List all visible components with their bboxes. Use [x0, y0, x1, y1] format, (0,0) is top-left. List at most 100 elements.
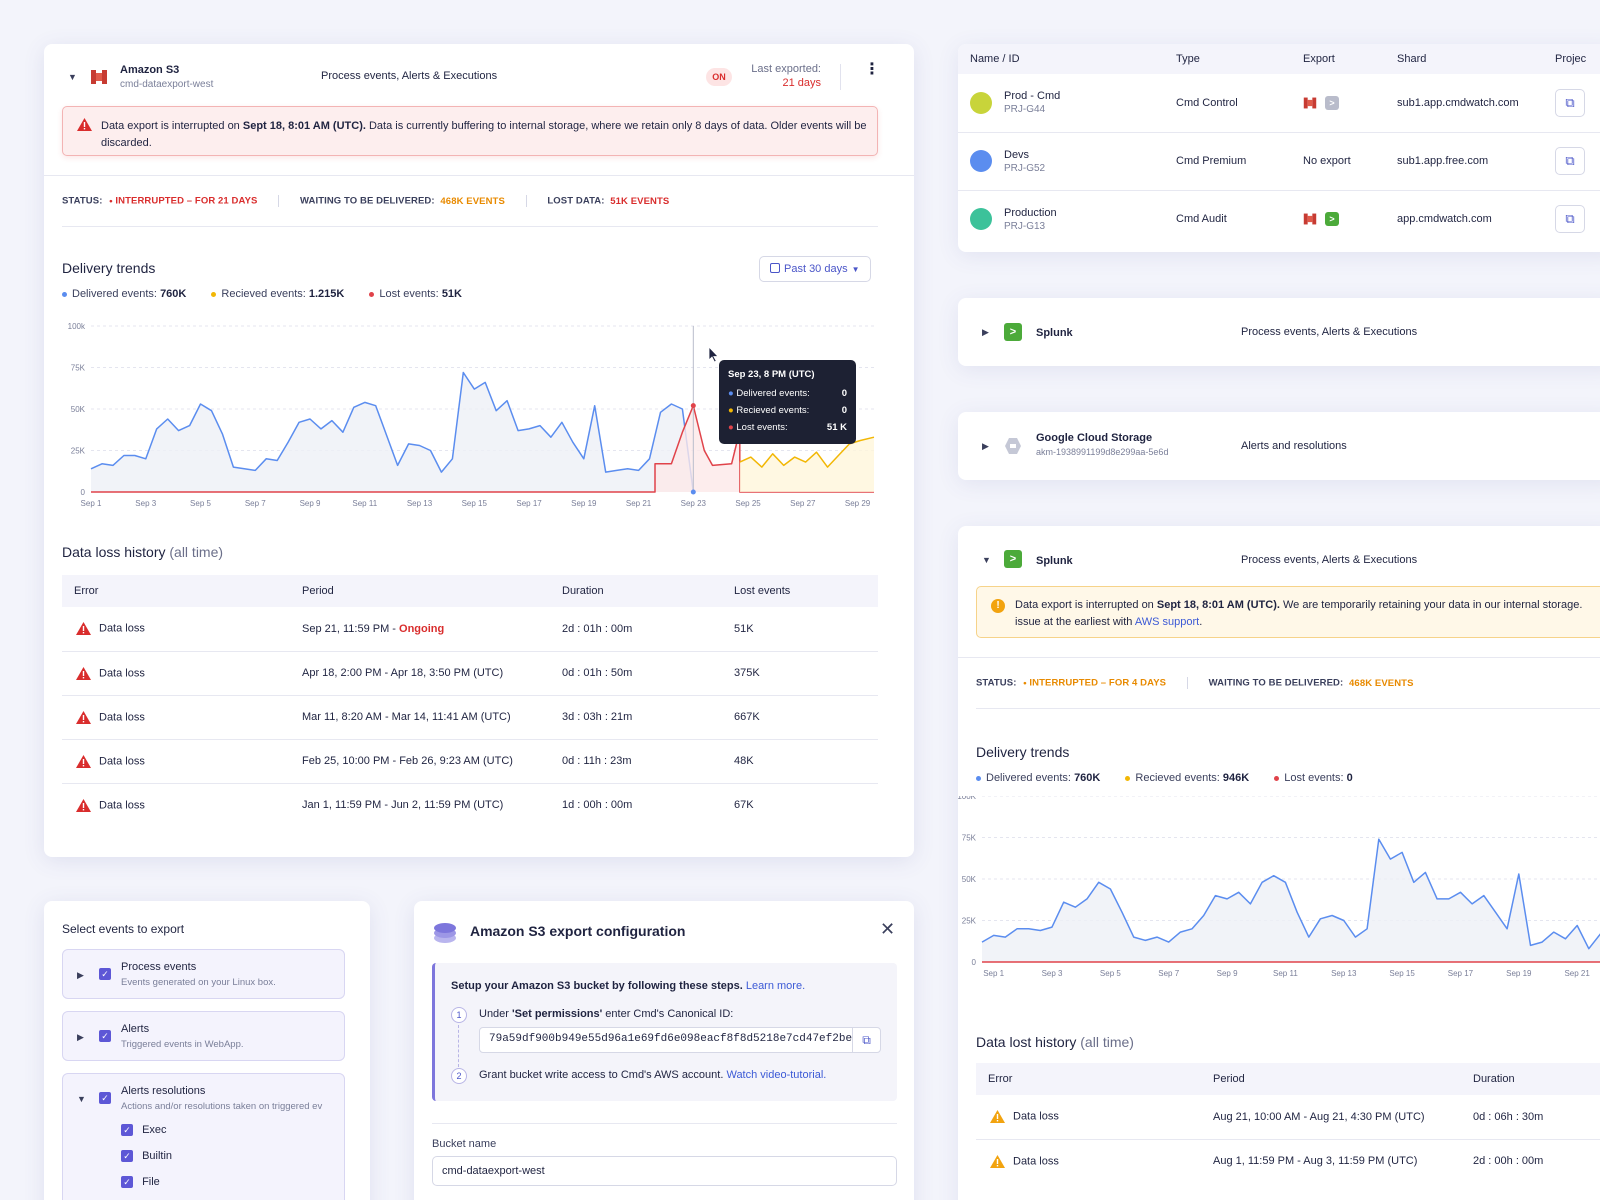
copy-icon[interactable]: ⧉ [1555, 147, 1585, 175]
y-tick-label: 25K [962, 917, 977, 926]
project-name: Production [1004, 206, 1057, 219]
google-cloud-storage-icon [1005, 438, 1021, 454]
expand-chevron-icon[interactable]: ▶ [982, 441, 989, 451]
x-tick-label: Sep 19 [571, 499, 597, 508]
project-avatar [970, 208, 992, 231]
expand-chevron-icon[interactable]: ▶ [77, 1032, 84, 1042]
info-icon: ! [991, 599, 1005, 613]
warning-triangle-icon [77, 118, 92, 131]
duration-cell: 0d : 11h : 23m [562, 739, 734, 784]
table-header-row: Error Period Duration Lost events [62, 575, 878, 607]
kebab-menu-icon[interactable]: ⋮ [864, 61, 880, 78]
expand-chevron-icon[interactable]: ▶ [77, 970, 84, 980]
step1-bold: 'Set permissions' [512, 1008, 603, 1020]
checkbox-checked-icon[interactable]: ✓ [99, 968, 111, 980]
x-tick-label: Sep 1 [81, 499, 102, 508]
step-1-text: Under 'Set permissions' enter Cmd's Cano… [479, 1008, 733, 1020]
project-id: PRJ-G52 [1004, 162, 1046, 174]
toggle-on-badge[interactable]: ON [706, 68, 732, 86]
x-tick-label: Sep 11 [352, 499, 377, 508]
copy-icon[interactable]: ⧉ [852, 1028, 880, 1052]
lost-events-cell: 67K [734, 799, 754, 812]
exported-events: Process events, Alerts & Executions [1241, 326, 1418, 338]
event-option-alerts-resolutions[interactable]: ▼ ✓ Alerts resolutions Actions and/or re… [62, 1073, 345, 1200]
checkbox-checked-icon[interactable]: ✓ [121, 1124, 133, 1137]
event-description: Events generated on your Linux box. [121, 977, 276, 988]
loss-title-suffix: (all time) [1080, 1034, 1134, 1050]
type-cell: Cmd Premium [1176, 132, 1303, 191]
period-cell: Apr 18, 2:00 PM - Apr 18, 3:50 PM (UTC) [302, 651, 562, 696]
collapse-chevron-icon[interactable]: ▼ [982, 555, 991, 565]
close-icon[interactable]: ✕ [880, 919, 896, 939]
delivery-trends-chart[interactable]: 0 25K 50K 75K 100K Sep 1 Sep 3 Sep 5 Sep 7 Sep 9 S… [958, 796, 1600, 996]
project-id: PRJ-G13 [1004, 220, 1046, 232]
date-range-dropdown[interactable]: Past 30 days ▼ [759, 256, 871, 282]
divider [976, 708, 1600, 709]
s3-config-modal: Amazon S3 export configuration ✕ Setup y… [414, 901, 914, 1200]
table-row[interactable]: Data loss Aug 21, 10:00 AM - Aug 21, 4:30… [976, 1095, 1600, 1140]
x-tick-label: Sep 13 [407, 499, 433, 508]
tooltip-value: 0 [841, 388, 847, 399]
checkbox-checked-icon[interactable]: ✓ [121, 1176, 133, 1189]
setup-instructions: Setup your Amazon S3 bucket by following… [432, 963, 897, 1101]
x-tick-label: Sep 29 [845, 499, 871, 508]
collapse-chevron-icon[interactable]: ▼ [68, 72, 77, 82]
shard-cell: sub1.app.cmdwatch.com [1397, 74, 1555, 133]
table-row[interactable]: Devs PRJ-G52 Cmd Premium No export sub1.app.… [958, 132, 1600, 191]
copy-icon[interactable]: ⧉ [1555, 88, 1585, 117]
table-header-row: Name / ID Type Export Shard Projec [958, 44, 1600, 74]
divider [1186, 677, 1188, 689]
copy-icon[interactable]: ⧉ [1555, 205, 1585, 234]
table-row[interactable]: Prod - Cmd PRJ-G44 Cmd Control > sub1.app.cm… [958, 74, 1600, 133]
table-row[interactable]: Production PRJ-G13 Cmd Audit > app.cmdwatch.… [958, 190, 1600, 248]
x-tick-label: Sep 3 [135, 499, 156, 508]
x-tick-label: Sep 15 [462, 499, 488, 508]
table-row[interactable]: Data loss Aug 1, 11:59 PM - Aug 3, 11:59 … [976, 1139, 1600, 1183]
event-option-alerts[interactable]: ▶ ✓ Alerts Triggered events in WebApp. [62, 1011, 345, 1061]
legend-lost: Lost events: 51K [369, 288, 462, 300]
data-lost-history-title: Data lost history (all time) [976, 1034, 1134, 1050]
gcs-destination-row[interactable]: ▶ Google Cloud Storage akm-1938991199d8e… [958, 412, 1600, 480]
column-header: Error [976, 1063, 1213, 1095]
error-label: Data loss [1013, 1155, 1059, 1168]
collapse-chevron-icon[interactable]: ▼ [77, 1094, 86, 1104]
aws-support-link[interactable]: AWS support [1134, 616, 1200, 628]
divider [278, 195, 280, 207]
period-cell: Aug 21, 10:00 AM - Aug 21, 4:30 PM (UTC) [1213, 1095, 1473, 1140]
delivery-trends-title: Delivery trends [62, 260, 156, 276]
x-tick-label: Sep 3 [1042, 969, 1063, 978]
checkbox-checked-icon[interactable]: ✓ [99, 1030, 111, 1042]
project-name: Devs [1004, 148, 1030, 161]
waiting-value: 468K EVENTS [1349, 677, 1414, 689]
error-label: Data loss [99, 710, 145, 723]
legend-dot [62, 291, 67, 297]
step1-rest: enter Cmd's Canonical ID: [602, 1008, 734, 1020]
error-label: Data loss [99, 799, 145, 812]
splunk-destination-row[interactable]: ▶ > Splunk Process events, Alerts & Exec… [958, 298, 1600, 366]
destination-id: akm-1938991199d8e299aa-5e6d [1036, 447, 1169, 457]
period-cell: Feb 25, 10:00 PM - Feb 26, 9:23 AM (UTC) [302, 739, 562, 784]
video-tutorial-link[interactable]: Watch video-tutorial. [726, 1069, 827, 1081]
table-row[interactable]: Data loss Mar 11, 8:20 AM - Mar 14, 11:41… [62, 695, 878, 740]
learn-more-link[interactable]: Learn more. [745, 980, 806, 992]
checkbox-checked-icon[interactable]: ✓ [99, 1092, 111, 1104]
legend-label: Recieved events: [221, 288, 306, 300]
table-row[interactable]: Data loss Jan 1, 11:59 PM - Jun 2, 11:59 … [62, 783, 878, 827]
x-tick-label: Sep 19 [1506, 969, 1532, 978]
table-row[interactable]: Data loss Apr 18, 2:00 PM - Apr 18, 3:50 … [62, 651, 878, 696]
sub-option-file[interactable]: ✓ File [121, 1176, 160, 1189]
tooltip-value: 51 K [826, 422, 847, 433]
sub-option-builtin[interactable]: ✓ Builtin [121, 1150, 172, 1163]
error-label: Data loss [1013, 1110, 1059, 1123]
chart-tooltip: Sep 23, 8 PM (UTC) ● Delivered events: 0 … [719, 360, 856, 444]
canonical-id-field[interactable]: 79a59df900b949e55d96a1e69fd6e098eacf8f8d… [479, 1027, 881, 1053]
column-header: Projec [1555, 44, 1600, 74]
expand-chevron-icon[interactable]: ▶ [982, 327, 989, 337]
event-option-process[interactable]: ▶ ✓ Process events Events generated on y… [62, 949, 345, 999]
bucket-name-input[interactable]: cmd-dataexport-west [432, 1156, 897, 1186]
table-row[interactable]: Data loss Sep 21, 11:59 PM - Ongoing 2d : … [62, 607, 878, 652]
sub-option-exec[interactable]: ✓ Exec [121, 1124, 167, 1137]
checkbox-checked-icon[interactable]: ✓ [121, 1150, 133, 1163]
x-tick-label: Sep 27 [790, 499, 816, 508]
table-row[interactable]: Data loss Feb 25, 10:00 PM - Feb 26, 9:23… [62, 739, 878, 784]
